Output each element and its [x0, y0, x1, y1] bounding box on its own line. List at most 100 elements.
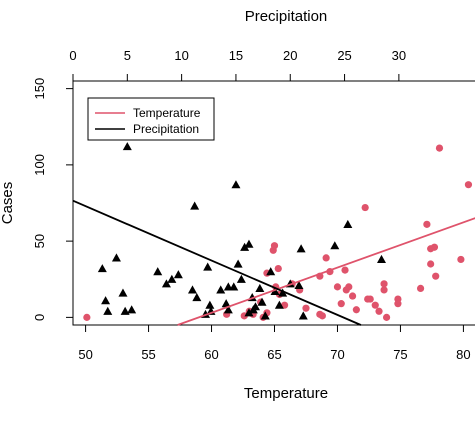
- data-point: [101, 296, 111, 305]
- data-point: [173, 270, 183, 279]
- x2-tick-label: 30: [392, 48, 406, 63]
- data-point: [382, 313, 391, 321]
- data-point: [330, 241, 340, 250]
- x-tick-label: 65: [267, 347, 281, 362]
- data-point: [223, 305, 233, 314]
- plot-area: [72, 142, 475, 326]
- data-point: [464, 181, 473, 189]
- data-point: [322, 254, 330, 262]
- x2-tick-label: 20: [283, 48, 297, 63]
- x2-tick-label: 15: [229, 48, 243, 63]
- data-point: [333, 283, 342, 291]
- data-point: [457, 255, 465, 264]
- data-point: [375, 307, 383, 315]
- data-point: [190, 201, 200, 210]
- legend-label-temperature: Temperature: [133, 106, 201, 120]
- fit-line-temperature: [177, 217, 475, 326]
- data-point: [341, 266, 349, 274]
- data-point: [416, 284, 425, 292]
- data-point: [294, 280, 304, 289]
- data-point: [120, 306, 130, 315]
- x-tick-label: 55: [141, 347, 155, 362]
- data-point: [127, 305, 137, 314]
- data-point: [376, 254, 386, 264]
- data-point: [118, 288, 128, 297]
- data-point: [233, 259, 243, 268]
- data-point: [192, 293, 202, 302]
- data-point: [250, 302, 260, 311]
- data-point: [203, 262, 213, 271]
- x-tick-label: 60: [204, 347, 218, 362]
- data-point: [161, 279, 171, 288]
- data-point: [337, 300, 345, 308]
- data-point: [427, 260, 435, 268]
- data-point: [352, 306, 360, 314]
- x-axis-label: Temperature: [244, 385, 328, 402]
- x-axis-bottom: 50 55 60 65 70 75 80: [78, 324, 471, 362]
- y-tick-label: 50: [32, 234, 47, 248]
- x2-tick-label: 0: [69, 48, 76, 63]
- legend: Temperature Precipitation: [87, 97, 215, 141]
- data-point: [260, 311, 270, 320]
- data-point: [244, 308, 254, 317]
- data-point: [343, 219, 353, 228]
- data-point: [122, 142, 132, 151]
- x-axis-top: 0 5 10 15 20 25 30: [69, 48, 406, 82]
- data-point: [111, 253, 121, 262]
- data-point: [231, 180, 241, 189]
- data-point: [298, 311, 308, 320]
- data-point: [366, 295, 374, 303]
- data-point: [380, 280, 388, 288]
- data-point: [430, 243, 439, 251]
- data-point: [394, 300, 402, 308]
- data-point: [216, 285, 226, 294]
- data-point: [205, 300, 215, 309]
- x2-axis-label: Precipitation: [245, 8, 328, 25]
- x-tick-label: 75: [393, 347, 407, 362]
- x2-tick-label: 5: [124, 48, 131, 63]
- data-point: [432, 272, 440, 280]
- data-point: [229, 282, 239, 291]
- data-point: [274, 300, 284, 309]
- x-tick-label: 50: [78, 347, 92, 362]
- x2-tick-label: 10: [174, 48, 188, 63]
- data-point: [103, 306, 113, 315]
- data-point: [270, 242, 279, 250]
- legend-label-precipitation: Precipitation: [133, 122, 199, 136]
- data-point: [167, 274, 177, 283]
- y-tick-label: 150: [32, 78, 47, 100]
- data-point: [240, 242, 250, 251]
- data-point: [266, 267, 276, 276]
- data-point: [345, 283, 353, 291]
- data-point: [270, 286, 280, 296]
- data-point: [257, 297, 267, 306]
- data-point: [187, 285, 197, 294]
- data-point: [153, 267, 163, 276]
- data-point: [244, 239, 254, 248]
- data-point: [97, 264, 107, 273]
- y-axis-label: Cases: [0, 182, 16, 225]
- data-point: [302, 304, 310, 312]
- data-point: [83, 313, 91, 321]
- data-point: [371, 301, 379, 309]
- y-axis-left: 0 50 100 150: [32, 78, 74, 321]
- data-point: [274, 264, 282, 273]
- y-tick-label: 100: [32, 154, 47, 176]
- series-precipitation: [97, 142, 386, 320]
- data-point: [296, 244, 306, 253]
- data-point: [236, 274, 246, 283]
- fit-line-precipitation: [72, 199, 362, 326]
- x-tick-label: 70: [330, 347, 344, 362]
- x-tick-label: 80: [456, 347, 470, 362]
- data-point: [348, 292, 357, 300]
- data-point: [361, 203, 369, 212]
- data-point: [380, 286, 388, 294]
- x2-tick-label: 25: [337, 48, 351, 63]
- data-point: [221, 299, 231, 308]
- data-point: [318, 312, 326, 320]
- data-point: [435, 144, 444, 152]
- legend-box: [87, 97, 215, 141]
- data-point: [278, 288, 288, 297]
